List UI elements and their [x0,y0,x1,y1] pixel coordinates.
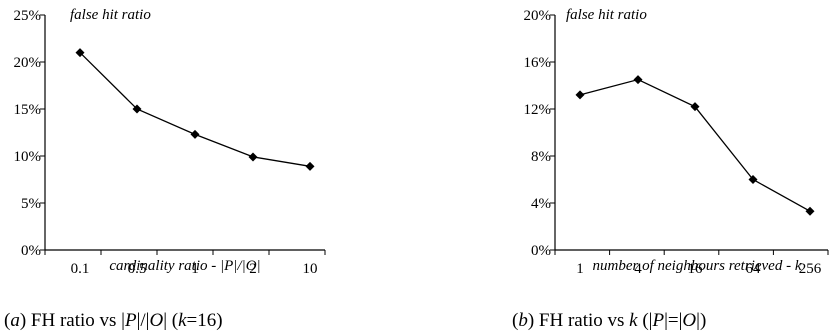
chart-b: 0% 4% 8% 12% 16% 20% 1 4 16 64 256 false hit rati… [512,7,829,331]
chart-b-data-point [748,175,758,184]
chart-b-y-tick-label: 16% [524,55,552,71]
chart-a-y-tick-label: 5% [21,196,41,212]
chart-b-caption-prefix: ( [512,310,518,331]
chart-a-points [75,48,315,171]
chart-a-data-point [248,152,258,162]
chart-b-x-tick-label: 64 [746,261,762,277]
chart-b-x-axis-label: number of neighbours retrieved - k [593,258,802,274]
chart-a-data-point [132,104,142,114]
chart-a: 0% 5% 10% 15% 20% 25% 0.1 0.5 1 2 10 false hit ra… [4,7,326,331]
chart-a-x-ticks: 0.1 0.5 1 2 10 [44,250,326,277]
chart-a-title: false hit ratio [70,7,151,23]
chart-b-x-tick-label: 1 [576,261,584,277]
chart-b-data-point [575,90,585,100]
chart-b-points [575,75,815,216]
chart-a-caption-body-1: ) FH ratio vs | [20,310,125,331]
chart-b-y-tick-label: 0% [531,243,551,259]
chart-b-y-tick-label: 20% [524,8,552,24]
chart-a-caption-o: O [149,310,163,331]
chart-b-series-line [579,78,811,212]
chart-b-caption-body-3: |=| [664,310,682,331]
chart-b-caption-p: P [651,310,664,331]
chart-b-caption-body-1: ) FH ratio vs [528,310,629,331]
chart-a-y-tick-label: 10% [14,149,42,165]
chart-a-caption-body-3: | ( [163,310,178,331]
chart-b-caption-body-2: (| [638,310,653,331]
chart-a-x-axis-label: cardinality ratio - |P|/|O| [109,258,260,274]
chart-b-x-tick-label: 4 [634,261,642,277]
chart-a-data-point [75,48,85,58]
chart-b-data-point [805,206,815,216]
chart-a-data-point [190,129,200,139]
chart-b-caption-o: O [682,310,696,331]
chart-a-series-line [79,52,311,167]
chart-b-caption-k: k [629,310,638,331]
chart-a-y-ticks: 0% 5% 10% 15% 20% 25% [14,8,45,259]
chart-b-caption-letter: b [518,310,528,331]
chart-a-caption-prefix: ( [4,310,10,331]
chart-a-caption-k: k [178,310,187,331]
chart-b-y-tick-label: 12% [524,102,552,118]
chart-a-y-tick-label: 25% [14,8,42,24]
chart-a-caption-body-2: |/| [137,310,150,331]
chart-a-caption-body-4: =16) [187,310,223,331]
chart-b-data-point [690,102,700,112]
chart-b-caption-body-4: |) [696,310,706,331]
chart-b-data-point [633,75,643,85]
chart-b-title: false hit ratio [566,7,647,23]
chart-a-x-tick-label: 1 [191,261,199,277]
chart-a-caption-letter: a [10,310,20,331]
chart-a-y-tick-label: 0% [21,243,41,259]
chart-b-x-ticks: 1 4 16 64 256 [554,250,829,277]
chart-b-x-tick-label: 256 [799,261,822,277]
chart-a-caption: (a) FH ratio vs |P|/|O| (k=16) [4,310,223,331]
chart-b-caption: (b) FH ratio vs k (|P|=|O|) [512,310,706,331]
chart-b-y-tick-label: 4% [531,196,551,212]
chart-a-caption-p: P [124,310,137,331]
chart-a-x-tick-label: 0.5 [128,261,147,277]
chart-b-y-tick-label: 8% [531,149,551,165]
chart-a-data-point [305,161,315,171]
chart-a-x-tick-label: 10 [303,261,318,277]
chart-a-y-tick-label: 20% [14,55,42,71]
chart-b-y-ticks: 0% 4% 8% 12% 16% 20% [524,8,555,259]
chart-a-x-tick-label: 0.1 [71,261,90,277]
chart-a-y-tick-label: 15% [14,102,42,118]
chart-a-x-tick-label: 2 [249,261,257,277]
chart-b-x-tick-label: 16 [688,261,704,277]
